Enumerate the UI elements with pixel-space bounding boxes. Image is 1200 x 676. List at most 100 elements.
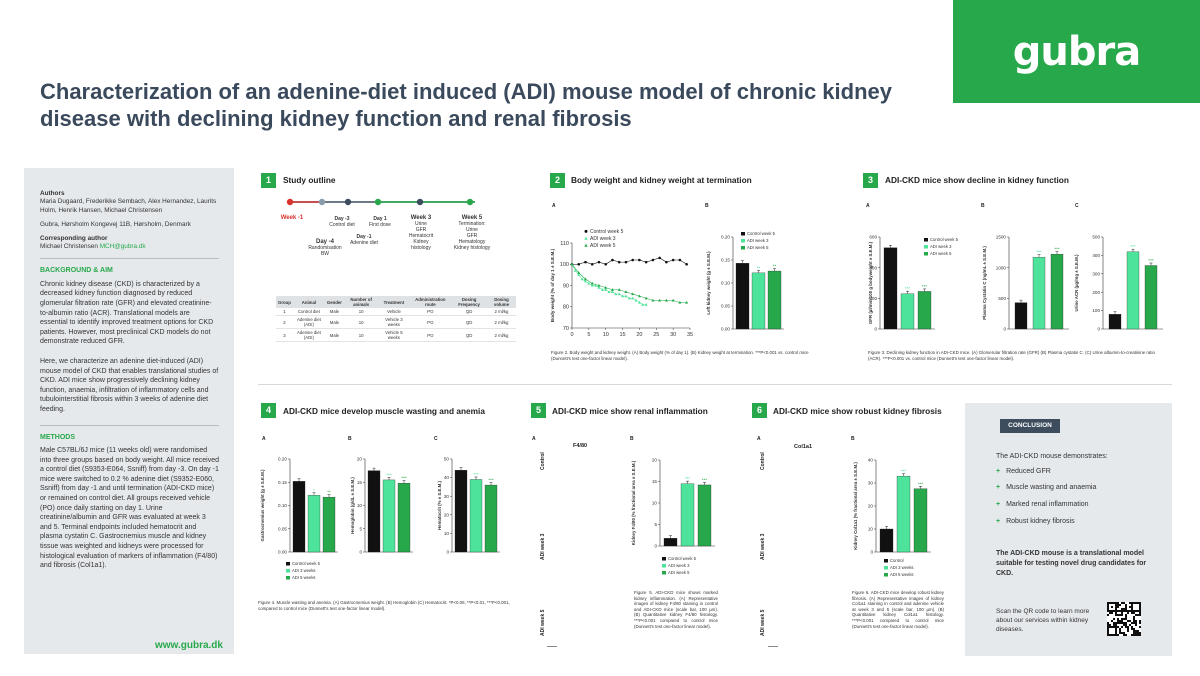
qr-module — [1125, 624, 1127, 626]
qr-module — [1119, 610, 1121, 612]
bar — [1014, 302, 1028, 330]
bar — [767, 270, 782, 330]
legend-swatch — [924, 238, 928, 242]
legend-label: ADI week 3 — [930, 244, 952, 249]
chart-cystatin: 0 500 1000 1500 Plasma Cystatin C (ng/mL ± S… — [982, 235, 1069, 332]
qr-module — [1107, 634, 1109, 636]
y-tick-label: 20 — [652, 458, 658, 463]
panel-letter: A — [552, 203, 556, 209]
table-header-row: Group Animal Gender Number of animals Tr… — [276, 296, 516, 308]
qr-module — [1123, 618, 1125, 620]
qr-module — [1119, 604, 1121, 606]
data-point — [621, 294, 625, 298]
qr-module — [1139, 622, 1141, 624]
divider — [40, 424, 219, 426]
legend-label: Control week 5 — [747, 231, 776, 236]
y-axis-label: GFR (µl/min/100 g bodyweight ± S.E.M.) — [868, 241, 873, 324]
brand-logo: gubra — [953, 0, 1200, 103]
qr-module — [1139, 620, 1141, 622]
qr-module — [1113, 618, 1115, 620]
qr-module — [1111, 612, 1113, 614]
qr-module — [1119, 632, 1121, 634]
qr-module — [1119, 630, 1121, 632]
qr-module — [1131, 634, 1133, 636]
bar — [680, 483, 695, 547]
data-point — [644, 260, 648, 264]
data-point — [604, 288, 608, 291]
qr-module — [1129, 620, 1131, 622]
y-tick-label: 0.15 — [721, 258, 730, 263]
caption-fig5: Figure 5. ADI-CKD mice shows marked kidn… — [634, 590, 718, 629]
y-tick-label: 0.20 — [721, 235, 730, 240]
website-link[interactable]: www.gubra.dk — [155, 640, 223, 651]
qr-module — [1137, 610, 1139, 612]
y-tick-label: 100 — [1092, 308, 1100, 313]
qr-module — [1109, 626, 1111, 628]
table-cell: 1 — [276, 308, 293, 316]
qr-code-icon[interactable] — [1107, 602, 1141, 636]
qr-module — [1137, 614, 1139, 616]
legend-swatch — [741, 246, 745, 250]
y-tick-label: 80 — [563, 305, 569, 311]
qr-module — [1117, 622, 1119, 624]
table-cell: 2 ml/kg — [486, 308, 516, 316]
y-tick-label: 200 — [869, 296, 877, 301]
y-axis-label: Urine ACR (µg/mg ± S.E.M.) — [1074, 254, 1079, 312]
qr-module — [1133, 610, 1135, 612]
table-cell: 2 ml/kg — [486, 328, 516, 342]
legend-label: Control week 5 — [590, 229, 624, 235]
timeline-week-5: Week 5 Termination: Urine GFR Hematology … — [443, 215, 501, 251]
qr-module — [1111, 610, 1113, 612]
x-tick-label: 15 — [620, 332, 626, 338]
y-axis-label: Kidney F4/80 (% fractional area ± S.E.M.… — [631, 460, 636, 545]
qr-module — [1139, 606, 1141, 608]
qr-module — [1131, 608, 1133, 610]
y-tick-label: 110 — [560, 241, 569, 247]
data-point — [587, 281, 591, 285]
qr-module — [1117, 610, 1119, 612]
qr-module — [1107, 608, 1109, 610]
data-point — [631, 292, 635, 296]
data-point — [570, 262, 574, 266]
data-point — [607, 290, 611, 293]
qr-module — [1117, 606, 1119, 608]
qr-module — [1119, 614, 1121, 616]
y-tick-label: 400 — [869, 265, 877, 270]
timeline-day-minus1: Day -1 Adenine diet — [343, 234, 385, 246]
qr-module — [1107, 622, 1109, 624]
qr-module — [1115, 626, 1117, 628]
section-number: 2 — [550, 173, 565, 188]
data-point — [604, 262, 608, 266]
corr-email[interactable]: MCH@gubra.dk — [99, 243, 146, 251]
bar — [1032, 257, 1046, 330]
panel-letter: A — [866, 203, 870, 209]
section-title: ADI-CKD mice develop muscle wasting and … — [283, 406, 485, 416]
data-point — [678, 300, 682, 304]
data-point — [584, 260, 587, 264]
legend-label: Control week 5 — [930, 237, 959, 242]
data-point — [597, 283, 601, 287]
qr-module — [1123, 610, 1125, 612]
significance-label: *** — [905, 286, 911, 291]
qr-module — [1111, 606, 1113, 608]
data-point — [624, 294, 628, 298]
conclusion-tag: CONCLUSION — [1000, 419, 1060, 433]
bar — [883, 247, 898, 330]
chart-f480: 0 5 10 15 20 Kidney F4/80 (% fractional area … — [631, 458, 715, 575]
data-point — [580, 277, 584, 281]
qr-module — [1139, 612, 1141, 614]
qr-module — [1129, 606, 1131, 608]
x-tick-label: 25 — [653, 332, 659, 338]
timeline-week-3: Week 3 Urine GFR Hematocrit Kidney histol… — [398, 215, 444, 251]
section-number: 1 — [261, 173, 276, 188]
corr-name: Michael Christensen — [40, 243, 98, 251]
series-line — [572, 257, 687, 265]
qr-module — [1125, 608, 1127, 610]
qr-module — [1135, 614, 1137, 616]
qr-module — [1121, 612, 1123, 614]
qr-module — [1115, 634, 1117, 636]
significance-label: *** — [1036, 250, 1042, 255]
section-title: ADI-CKD mice show decline in kidney func… — [885, 175, 1069, 185]
section-divider — [258, 384, 1172, 385]
y-tick-label: 1500 — [996, 235, 1007, 240]
